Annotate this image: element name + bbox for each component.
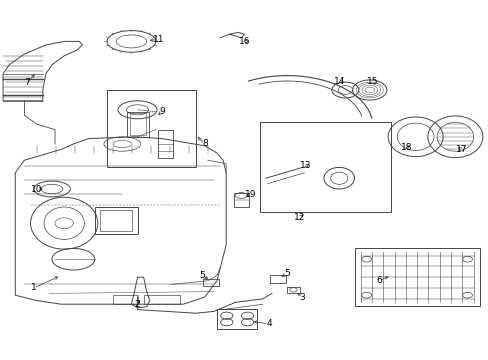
Text: 14: 14 <box>333 77 344 85</box>
Text: 13: 13 <box>299 161 311 170</box>
Text: 12: 12 <box>293 213 305 222</box>
Bar <box>259 122 390 212</box>
Bar <box>113 295 137 304</box>
Text: 17: 17 <box>455 145 467 154</box>
Bar <box>157 130 173 158</box>
Text: 7: 7 <box>24 78 30 87</box>
Bar <box>129 113 146 135</box>
Bar <box>107 90 195 167</box>
Bar <box>127 112 148 137</box>
Bar <box>95 207 137 234</box>
Text: 11: 11 <box>153 35 164 44</box>
Bar <box>286 287 299 293</box>
Text: 19: 19 <box>244 190 256 199</box>
Text: 8: 8 <box>202 139 207 148</box>
Bar <box>217 309 256 329</box>
Text: 2: 2 <box>134 300 140 309</box>
Text: 10: 10 <box>31 184 42 194</box>
Text: 4: 4 <box>265 320 271 328</box>
Text: 3: 3 <box>299 292 305 302</box>
Text: 5: 5 <box>199 271 204 280</box>
Bar <box>234 193 248 207</box>
Text: 15: 15 <box>366 77 378 85</box>
Text: 5: 5 <box>284 269 289 278</box>
Bar <box>269 275 285 283</box>
Text: 9: 9 <box>159 107 164 116</box>
Text: 1: 1 <box>31 284 37 292</box>
Bar <box>203 279 218 286</box>
Text: 6: 6 <box>375 276 381 285</box>
Bar <box>143 295 180 304</box>
Text: 18: 18 <box>400 143 411 152</box>
Bar <box>100 210 132 231</box>
Bar <box>354 248 479 306</box>
Text: 16: 16 <box>238 37 250 46</box>
